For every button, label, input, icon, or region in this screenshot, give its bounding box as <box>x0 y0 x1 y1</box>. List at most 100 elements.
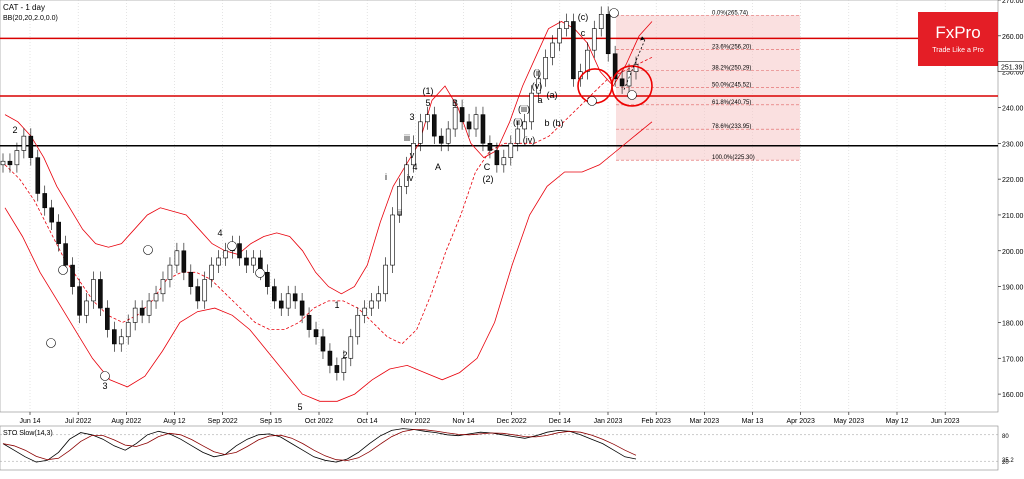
fib-level-label: 38.2%(250.29) <box>712 66 751 72</box>
highlight-circle <box>611 65 653 107</box>
x-tick-label: May 2023 <box>833 418 864 425</box>
projection-arrowhead <box>640 36 645 41</box>
x-tick-label: Jun 2023 <box>931 418 960 425</box>
bear-candle <box>98 279 103 309</box>
bull-candle <box>633 64 639 72</box>
bear-candle <box>77 286 82 316</box>
bull-candle <box>390 214 395 266</box>
bull-candle <box>355 314 361 338</box>
wave-label: C <box>484 162 491 172</box>
bear-candle <box>619 78 625 87</box>
y-tick-label: 210.00 <box>1002 213 1024 220</box>
brand-logo-box <box>918 12 998 66</box>
bear-candle <box>139 307 145 316</box>
bear-candle <box>494 150 500 166</box>
sto-level-label: 20 <box>1002 460 1009 466</box>
wave-label: 4 <box>217 228 222 238</box>
bull-candle <box>369 300 374 309</box>
wave-label: i <box>385 172 387 182</box>
bear-candle <box>459 107 465 123</box>
wave-label: v <box>410 150 415 160</box>
middle-band-line <box>4 56 653 345</box>
bull-candle <box>202 279 208 302</box>
upper-band-line <box>4 21 653 295</box>
brand-logo-text: FxPro <box>935 23 980 42</box>
bear-candle <box>271 286 277 302</box>
fib-level-label: 100.0%(225.30) <box>712 155 755 161</box>
wave-label: (iii) <box>518 104 530 114</box>
x-tick-label: Apr 2023 <box>786 418 815 425</box>
sto-signal-line <box>2 429 637 461</box>
bear-candle <box>244 257 249 266</box>
wave-marker-circle <box>227 241 237 251</box>
wave-marker-circle <box>627 90 637 100</box>
bull-candle <box>84 300 89 316</box>
wave-label: a <box>537 95 542 105</box>
bull-candle <box>501 157 507 166</box>
x-tick-label: Nov 2022 <box>400 418 430 425</box>
x-tick-label: Feb 2023 <box>641 418 671 425</box>
wave-label: (ii) <box>513 117 523 127</box>
symbol-label: CAT - 1 day <box>3 3 45 12</box>
bull-candle <box>285 293 291 309</box>
wave-marker-circle <box>143 245 153 255</box>
wave-label: iii <box>404 133 410 143</box>
bull-candle <box>529 92 534 123</box>
bear-candle <box>35 157 41 194</box>
bull-candle <box>452 107 458 130</box>
bear-candle <box>612 53 618 80</box>
x-tick-label: Mar 2023 <box>690 418 720 425</box>
wave-label: 4 <box>412 162 417 172</box>
bear-candle <box>466 121 472 130</box>
bull-candle <box>598 14 604 29</box>
x-axis: Jun 14 Jul 2022 Aug 2022 Aug 12 Sep 2022 Sep … <box>19 412 960 425</box>
bear-candle <box>111 329 117 345</box>
wave-label: 5 <box>425 98 430 108</box>
wave-marker-circle <box>255 268 265 278</box>
bull-candle <box>160 279 166 295</box>
bear-candle <box>188 271 194 287</box>
bear-candle <box>320 336 326 352</box>
y-tick-label: 160.00 <box>1002 392 1024 399</box>
x-tick-label: May 12 <box>886 418 909 425</box>
wave-label: 2 <box>12 125 17 135</box>
bull-candle <box>591 28 597 51</box>
wave-label: (iv) <box>523 135 536 145</box>
projection-arrow <box>623 39 646 90</box>
sto-latest-value: 25.2 <box>1002 458 1014 464</box>
bull-candle <box>167 264 173 280</box>
bull-candle <box>216 257 221 266</box>
y-tick-label: 230.00 <box>1002 141 1024 148</box>
wave-label: 2 <box>342 350 347 360</box>
wave-marker-circle <box>587 96 597 106</box>
bear-candle <box>605 14 611 55</box>
x-tick-label: Jan 2023 <box>594 418 623 425</box>
sto-label: STO Slow(14,3) <box>3 430 53 437</box>
y-axis: 270.00 260.00 250.00 240.00 230.00 220.00 210.… <box>997 0 1024 399</box>
y-tick-label: 170.00 <box>1002 356 1024 363</box>
wave-label: (c) <box>578 12 589 22</box>
y-tick-label: 190.00 <box>1002 285 1024 292</box>
wave-label: c <box>581 28 586 38</box>
y-tick-label: 260.00 <box>1002 34 1024 41</box>
bear-candle <box>237 243 242 259</box>
bull-candle <box>404 164 409 187</box>
bull-candle <box>585 49 590 72</box>
y-tick-label: 220.00 <box>1002 177 1024 184</box>
annotations: 234512(1)345ABC(2)iiiiiiivvabc(i)(ii)(ii… <box>12 8 653 412</box>
last-price-label: 251.39 <box>1001 65 1023 72</box>
bull-candle <box>383 264 388 295</box>
wave-label: (1) <box>423 86 434 96</box>
main-plot-frame <box>0 0 999 413</box>
x-tick-label: Mar 13 <box>742 418 764 425</box>
wave-label: 3 <box>102 381 107 391</box>
bear-candle <box>299 300 305 316</box>
bull-candle <box>536 78 541 94</box>
bear-candle <box>56 221 61 244</box>
bull-candle <box>397 185 402 216</box>
fib-level-label: 50.0%(245.52) <box>712 83 751 89</box>
bear-candle <box>7 160 13 166</box>
